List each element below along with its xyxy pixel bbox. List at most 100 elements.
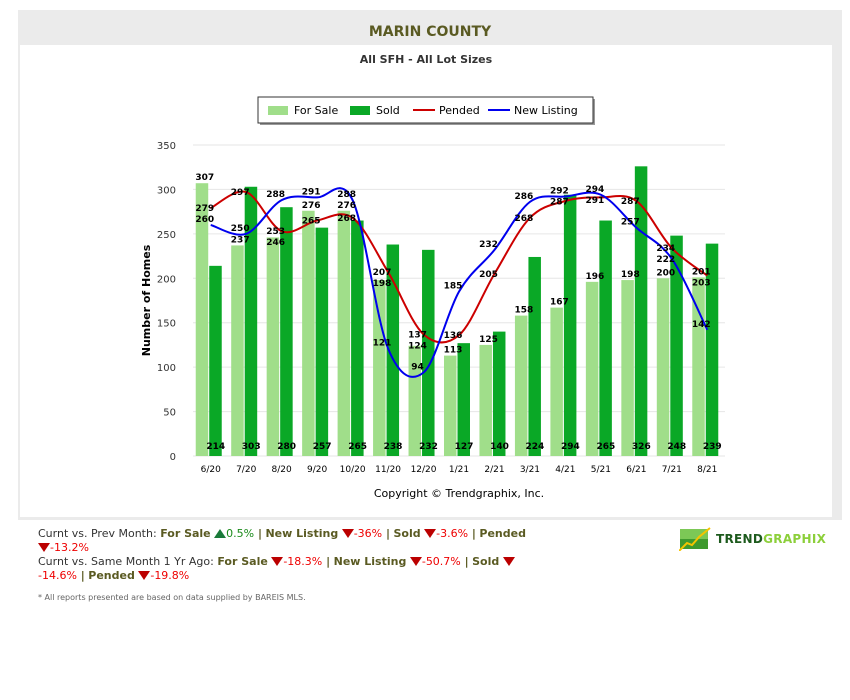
x-tick-label: 1/21 [449, 465, 469, 475]
data-label-pended: 136 [444, 331, 463, 341]
data-label-new-listing: 260 [195, 215, 214, 225]
page-title: MARIN COUNTY [368, 24, 492, 40]
data-label-sold: 224 [526, 442, 545, 452]
legend-label: New Listing [514, 104, 578, 117]
data-label-for-sale: 237 [231, 235, 250, 245]
x-tick-label: 9/20 [307, 465, 327, 475]
data-label-for-sale: 276 [302, 201, 321, 211]
data-label-pended: 287 [621, 197, 640, 207]
stat-value: -14.6% [38, 569, 77, 582]
down-arrow-icon [502, 557, 515, 566]
data-label-pended: 234 [656, 244, 675, 254]
data-label-sold: 238 [384, 442, 403, 452]
stat-name: Sold [472, 555, 500, 568]
stat-value: -36% [353, 527, 383, 540]
data-label-for-sale: 307 [195, 173, 214, 183]
bar-sold [528, 256, 541, 456]
footnote: * All reports presented are based on dat… [38, 593, 306, 602]
down-arrow-icon [341, 529, 354, 538]
bar-for-sale [479, 344, 492, 456]
chart-panel: All SFH - All Lot Sizes 0 50 100 150 200 250 3… [20, 45, 832, 517]
data-label-for-sale: 246 [266, 238, 285, 248]
logo-text-trend: TREND [716, 532, 764, 546]
bar-sold [280, 207, 293, 456]
data-label-sold: 280 [277, 442, 296, 452]
data-label-new-listing: 121 [373, 338, 392, 348]
bar-sold [563, 194, 577, 456]
chart-subtitle: All SFH - All Lot Sizes [359, 53, 493, 66]
y-tick-label: 100 [157, 363, 176, 374]
line-new-listing [210, 187, 709, 378]
bar-for-sale [550, 307, 563, 456]
separator: | [322, 555, 331, 568]
y-tick-label: 350 [157, 141, 176, 152]
stat-name: Pended [479, 527, 526, 540]
stat-name: For Sale [217, 555, 268, 568]
stat-name: Sold [393, 527, 421, 540]
data-label-pended: 203 [692, 278, 711, 288]
bar-for-sale [337, 210, 351, 456]
stat-name: For Sale [160, 527, 211, 540]
y-tick-label: 0 [170, 452, 176, 463]
bar-for-sale [656, 278, 670, 456]
report-frame: MARIN COUNTY All SFH - All Lot Sizes 0 50… [18, 10, 842, 520]
x-tick-label: 5/21 [591, 465, 611, 475]
bar-for-sale [302, 210, 315, 456]
data-label-new-listing: 286 [515, 192, 534, 202]
data-label-pended: 268 [337, 214, 356, 224]
y-tick-label: 300 [157, 185, 176, 196]
stats-summary: Curnt vs. Prev Month: For Sale 0.5% | Ne… [38, 527, 538, 583]
data-label-pended: 268 [515, 214, 534, 224]
legend-swatch [268, 106, 288, 115]
stat-value: -50.7% [421, 555, 461, 568]
bar-sold [386, 244, 400, 456]
data-label-new-listing: 185 [444, 282, 463, 292]
x-tick-label: 6/21 [626, 465, 646, 475]
bar-sold [422, 249, 435, 456]
separator: | [254, 527, 262, 540]
y-tick-label: 200 [157, 274, 176, 285]
x-tick-label: 12/20 [411, 465, 437, 475]
data-label-for-sale: 201 [692, 267, 711, 277]
x-tick-label: 8/20 [272, 465, 292, 475]
data-label-for-sale: 198 [621, 270, 640, 280]
stat-value: -18.3% [283, 555, 323, 568]
data-label-sold: 239 [703, 442, 722, 452]
bar-sold [351, 220, 364, 456]
legend-label: For Sale [294, 104, 338, 117]
year-ago-label: Curnt vs. Same Month 1 Yr Ago: [38, 555, 214, 568]
data-label-for-sale: 196 [585, 272, 604, 282]
data-label-new-listing: 222 [656, 255, 675, 265]
data-label-sold: 257 [313, 442, 332, 452]
stat-name: Pended [88, 569, 135, 582]
bar-sold [705, 243, 719, 456]
stat-name: New Listing [265, 527, 339, 540]
line-pended [210, 190, 708, 344]
data-label-for-sale: 276 [337, 201, 356, 211]
legend-label: Sold [376, 104, 400, 117]
data-label-for-sale: 167 [550, 298, 569, 308]
data-label-new-listing: 232 [479, 240, 498, 250]
stat-value: -19.8% [150, 569, 190, 582]
data-label-pended: 207 [373, 268, 392, 278]
y-axis-label: Number of Homes [140, 244, 153, 356]
data-label-sold: 326 [632, 442, 651, 452]
data-label-pended: 265 [302, 217, 321, 227]
bar-sold [209, 265, 222, 456]
bar-for-sale [266, 237, 280, 456]
trendgraphix-logo: TRENDGRAPHIX [678, 527, 826, 552]
bar-for-sale [585, 281, 599, 456]
x-tick-label: 6/20 [201, 465, 221, 475]
data-label-for-sale: 125 [479, 335, 498, 345]
year-ago-row: Curnt vs. Same Month 1 Yr Ago: For Sale … [38, 555, 538, 583]
chart-copyright: Copyright © Trendgraphix, Inc. [374, 487, 544, 500]
bar-sold [670, 235, 683, 456]
separator: | [382, 527, 390, 540]
down-arrow-icon [409, 557, 422, 566]
bar-sold [315, 227, 329, 456]
bar-sold [492, 331, 506, 456]
bar-for-sale [692, 277, 705, 456]
y-tick-label: 150 [157, 319, 176, 330]
x-tick-label: 7/21 [662, 465, 682, 475]
data-label-new-listing: 291 [302, 187, 321, 197]
